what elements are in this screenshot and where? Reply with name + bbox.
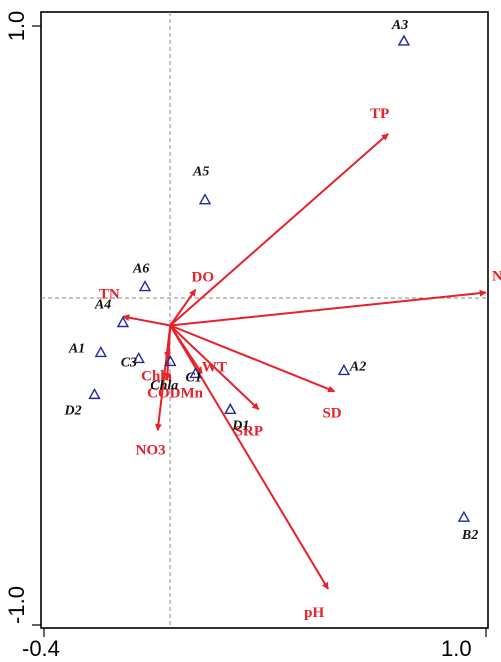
arrow-label-sd: SD (322, 405, 341, 421)
arrow-tn (122, 314, 171, 327)
site-label-a6: A6 (132, 262, 149, 277)
site-marker-c1 (189, 366, 202, 379)
arrow-label-no3: NO3 (136, 442, 166, 458)
arrow-do (169, 288, 197, 327)
arrow-chla (164, 325, 172, 360)
site-marker-a4 (116, 316, 130, 328)
site-label-c1: C1 (186, 370, 202, 385)
arrow-label-chla: Chla (141, 368, 172, 384)
site-marker-a5 (198, 193, 212, 205)
site-points: A3 A5 A6 A4 A1 A2 C1 Chla C3 D1 D2 B2 (64, 18, 479, 543)
arrow-label-srp: SRP (235, 423, 263, 439)
arrow-srp (169, 324, 260, 411)
site-marker-chla (164, 354, 177, 367)
site-marker-a2 (337, 363, 351, 376)
arrow-label-nh4: NH4 (492, 269, 501, 285)
site-label-b2: B2 (461, 528, 478, 543)
arrow-label-tn: TN (99, 287, 120, 303)
arrow-label-ph: pH (304, 605, 324, 621)
site-label-a1: A1 (68, 341, 85, 356)
y-axis-ticks: 1.0 -1.0 (4, 11, 41, 626)
site-marker-a3 (397, 34, 411, 46)
site-label-a3: A3 (391, 18, 408, 33)
arrow-sd (169, 324, 336, 393)
y-tick-label-top: 1.0 (4, 11, 29, 42)
arrow-ph (169, 324, 330, 590)
site-label-chla: Chla (150, 378, 178, 393)
arrow-label-tp: TP (370, 106, 389, 122)
site-marker-a1 (94, 346, 108, 358)
site-label-d2: D2 (64, 403, 82, 418)
arrow-tp (169, 133, 389, 327)
site-label-a4: A4 (94, 298, 111, 313)
x-tick-label-right: 1.0 (441, 636, 472, 661)
site-marker-d1 (224, 402, 237, 415)
site-marker-d2 (88, 387, 101, 400)
site-marker-c3 (132, 352, 145, 364)
x-tick-label-left: -0.4 (22, 636, 60, 661)
arrow-label-do: DO (192, 270, 215, 286)
site-marker-b2 (457, 510, 471, 522)
x-axis-ticks: -0.4 1.0 (22, 628, 487, 661)
site-label-a5: A5 (192, 165, 209, 180)
site-label-d1: D1 (231, 418, 249, 433)
arrow-nh4 (170, 289, 487, 327)
plot-frame (40, 11, 489, 629)
site-label-c3: C3 (121, 355, 137, 370)
site-label-a2: A2 (349, 359, 366, 374)
site-marker-a6 (138, 280, 152, 292)
y-tick-label-bottom: -1.0 (4, 586, 29, 624)
variable-arrows: TPNH4DOTNCODMnNO3ChlaWTSRPSDpH (99, 106, 501, 621)
